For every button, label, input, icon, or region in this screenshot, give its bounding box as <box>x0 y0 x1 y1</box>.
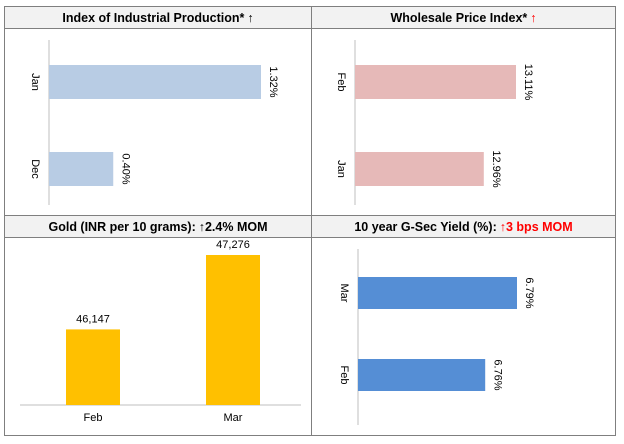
gold-category-label: Feb <box>84 412 103 424</box>
gsec-change: 3 bps MOM <box>506 219 573 234</box>
gsec-data-label: 6.76% <box>491 359 503 390</box>
gsec-panel-header: 10 year G-Sec Yield (%): ↑ 3 bps MOM <box>312 216 615 238</box>
gsec-bar-mar <box>358 277 517 309</box>
gold-up-arrow-icon: ↑ <box>198 219 205 234</box>
gsec-chart: Mar 6.79% Feb 6.76% <box>338 249 535 425</box>
iip-bar-dec <box>49 152 114 186</box>
gsec-title: 10 year G-Sec Yield (%): <box>354 219 497 234</box>
iip-title: Index of Industrial Production* <box>62 10 245 25</box>
gsec-data-label: 6.79% <box>523 277 535 308</box>
gold-change: 2.4% MOM <box>204 219 268 234</box>
gsec-bar-feb <box>358 359 486 391</box>
wpi-bar-jan <box>355 152 484 186</box>
iip-chart: Jan 1.32% Dec 0.40% <box>29 40 279 205</box>
gold-data-label: 46,147 <box>76 313 110 325</box>
gold-panel-header: Gold (INR per 10 grams): ↑ 2.4% MOM <box>5 216 311 238</box>
gold-title: Gold (INR per 10 grams): <box>48 219 196 234</box>
gold-category-label: Mar <box>224 412 243 424</box>
gold-chart: 46,147 Feb 47,276 Mar <box>20 239 301 424</box>
iip-bar-jan <box>49 65 261 99</box>
wpi-panel-header: Wholesale Price Index* ↑ <box>312 7 615 29</box>
wpi-chart: Feb 13.11% Jan 12.96% <box>335 40 534 205</box>
gold-bar-mar <box>206 255 260 405</box>
gsec-category-label: Feb <box>338 366 350 385</box>
wpi-up-arrow-icon: ↑ <box>530 10 537 25</box>
wpi-title: Wholesale Price Index* <box>390 10 528 25</box>
wpi-bar-feb <box>355 65 516 99</box>
iip-panel-header: Index of Industrial Production* ↑ <box>5 7 311 29</box>
iip-data-label: 0.40% <box>119 153 131 184</box>
iip-category-label: Jan <box>29 73 41 91</box>
wpi-data-label: 13.11% <box>522 64 534 101</box>
gsec-category-label: Mar <box>338 284 350 303</box>
gold-bar-feb <box>66 329 120 405</box>
iip-data-label: 1.32% <box>267 66 279 97</box>
gold-data-label: 47,276 <box>216 239 250 251</box>
dashboard-grid <box>4 6 616 436</box>
wpi-category-label: Jan <box>335 160 347 178</box>
panel-divider-horizontal <box>4 215 616 216</box>
gsec-up-arrow-icon: ↑ <box>499 219 506 234</box>
wpi-data-label: 12.96% <box>490 150 502 188</box>
wpi-category-label: Feb <box>335 73 347 92</box>
iip-up-arrow-icon: ↑ <box>247 10 254 25</box>
panel-divider-vertical <box>311 6 312 436</box>
iip-category-label: Dec <box>29 159 41 179</box>
